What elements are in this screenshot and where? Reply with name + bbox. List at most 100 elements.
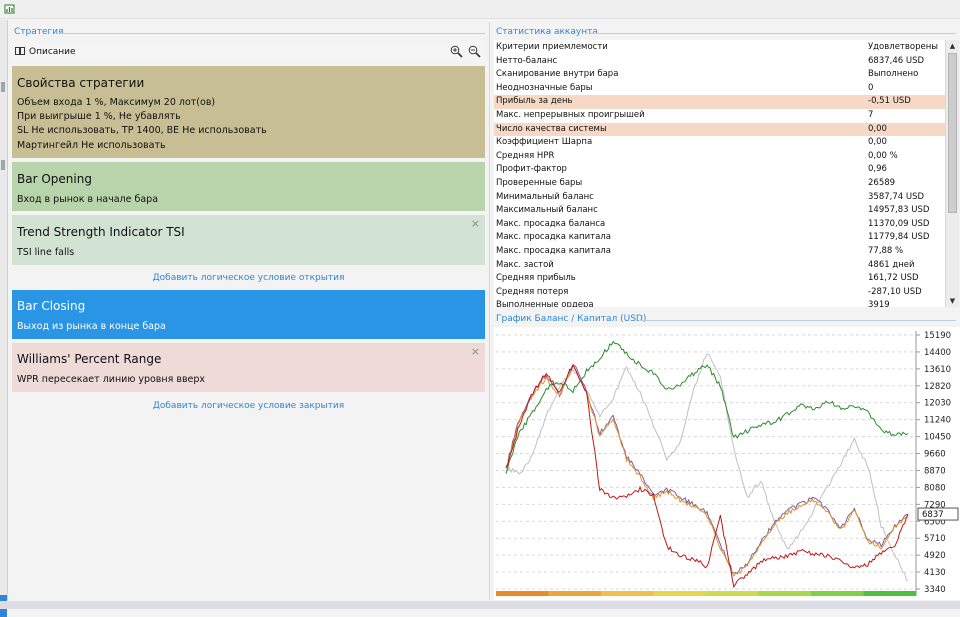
open-condition-card[interactable]: Trend Strength Indicator TSI TSI line fa… [12,215,485,265]
stats-row: Средняя прибыль 161,72 USD [494,272,945,286]
strategy-properties-card[interactable]: Свойства стратегии Объем входа 1 %, Макс… [12,66,485,158]
stat-label: Макс. просадка капитала [496,246,611,256]
stat-value: 0,00 [868,137,887,148]
card-title: Свойства стратегии [17,76,145,90]
stat-label: Профит-фактор [496,164,567,175]
stat-value: Удовлетворены [868,42,938,52]
chart-svg: 15190 14400 13610 12820 12030 11240 10450 9660 8… [494,327,960,600]
stat-value: 4861 дней [868,259,915,270]
card-title: Bar Opening [17,172,92,186]
current-value-label: 6837 [922,510,944,520]
stats-row: Прибыль за день -0,51 USD [494,95,945,109]
distribution-bar [758,591,812,596]
stats-row: Сканирование внутри бара Выполнено [494,68,945,82]
close-condition-card[interactable]: Williams' Percent Range WPR пересекает л… [12,343,485,392]
stat-label: Средняя прибыль [496,273,576,284]
distribution-bar [811,591,864,596]
series-line [505,363,909,589]
stat-label: Макс. непрерывных проигрышей [496,110,645,120]
stat-label: Макс. застой [496,259,554,270]
property-line: Объем входа 1 %, Максимум 20 лот(ов) [17,97,216,108]
status-bar [0,601,960,609]
zoom-out-icon[interactable] [468,45,481,58]
bar-closing-card[interactable]: Bar Closing Выход из рынка в конце бара [12,290,485,339]
card-line: Вход в рынок в начале бара [17,194,159,205]
stats-table: Критерии приемлемости Удовлетворены Нетто-… [494,40,945,307]
card-line: Выход из рынка в конце бара [17,321,166,332]
y-tick-label: 6500 [924,517,946,527]
property-line: При выигрыше 1 %, Не убавлять [17,111,181,122]
stats-row: Проверенные бары 26589 [494,177,945,191]
stat-value: 3919 [868,300,890,307]
y-tick-label: 11240 [924,416,951,426]
stats-row: Нетто-баланс 6837,46 USD [494,55,945,69]
stats-row: Неоднозначные бары 0 [494,82,945,96]
stat-label: Число качества системы [496,123,607,134]
stat-label: Максимальный баланс [496,205,598,216]
balance-equity-chart: 15190 14400 13610 12820 12030 11240 10450 9660 8… [494,327,960,600]
y-tick-label: 4130 [924,568,946,578]
edge-marker [1,160,5,170]
property-line: Мартингейл Не использовать [17,140,166,151]
book-icon[interactable] [15,47,25,55]
stat-value: 11370,09 USD [868,218,930,229]
panel-splitter[interactable] [489,22,490,600]
stats-row: Макс. застой 4861 дней [494,259,945,273]
left-edge-panel [0,20,8,617]
y-tick-label: 12820 [924,382,951,392]
card-title: Trend Strength Indicator TSI [17,225,185,239]
bar-opening-card[interactable]: Bar Opening Вход в рынок в начале бара [12,162,485,211]
scroll-up-icon[interactable]: ▲ [949,42,956,50]
stats-row: Максимальный баланс 14957,83 USD [494,204,945,218]
zoom-in-icon[interactable] [450,45,463,58]
scroll-thumb[interactable] [948,53,957,213]
card-line: TSI line falls [17,247,75,258]
stat-label: Минимальный баланс [496,191,594,202]
stat-value: 7 [868,110,874,120]
current-value-box [917,507,959,521]
stat-value: 14957,83 USD [868,205,930,216]
card-title: Bar Closing [17,299,86,313]
stat-value: Выполнено [868,69,919,80]
stat-label: Критерии приемлемости [496,42,608,52]
stat-value: 11779,84 USD [868,232,930,243]
section-divider [638,320,956,321]
window-top-bar [0,0,960,19]
stats-section-title: Статистика аккаунта [496,27,598,37]
y-tick-label: 9660 [924,450,946,460]
y-tick-label: 12030 [924,399,951,409]
stat-label: Нетто-баланс [496,55,558,66]
stat-label: Коэффициент Шарпа [496,137,593,148]
stats-row: Минимальный баланс 3587,74 USD [494,191,945,205]
series-line [505,353,909,582]
y-tick-label: 3340 [924,585,946,595]
stats-row: Макс. просадка баланса 11370,09 USD [494,218,945,232]
section-divider [590,33,956,34]
add-open-condition-link[interactable]: Добавить логическое условие открытия [152,273,345,283]
strategy-section-title: Стратегия [14,27,64,37]
add-close-condition-link[interactable]: Добавить логическое условие закрытия [152,401,345,411]
stat-label: Макс. просадка капитала [496,232,611,243]
stat-value: 26589 [868,178,896,188]
card-line: WPR пересекает линию уровня вверх [17,374,206,385]
description-button[interactable]: Описание [29,47,76,57]
stat-label: Прибыль за день [496,96,573,107]
stats-row: Макс. непрерывных проигрышей 7 [494,109,945,123]
close-icon[interactable]: × [470,217,480,230]
stats-row: Средняя потеря -287,10 USD [494,286,945,300]
scroll-down-icon[interactable]: ▼ [949,297,956,305]
stat-value: -0,51 USD [868,96,911,107]
stat-label: Выполненные ордера [496,300,594,307]
series-line [505,340,909,474]
strategy-toolbar: Описание [12,42,485,62]
y-tick-label: 5710 [924,534,946,544]
stats-row: Число качества системы 0,00 [494,122,945,137]
stats-row: Критерии приемлемости Удовлетворены [494,41,945,55]
stat-value: 0,96 [868,164,887,175]
stat-value: 77,88 % [868,246,904,256]
close-icon[interactable]: × [470,345,480,358]
y-tick-label: 15190 [924,331,951,341]
chart-section-title: График Баланс / Капитал (USD) [496,314,647,324]
stats-scrollbar[interactable]: ▲ ▼ [945,40,959,307]
stats-row: Средняя HPR 0,00 % [494,150,945,164]
